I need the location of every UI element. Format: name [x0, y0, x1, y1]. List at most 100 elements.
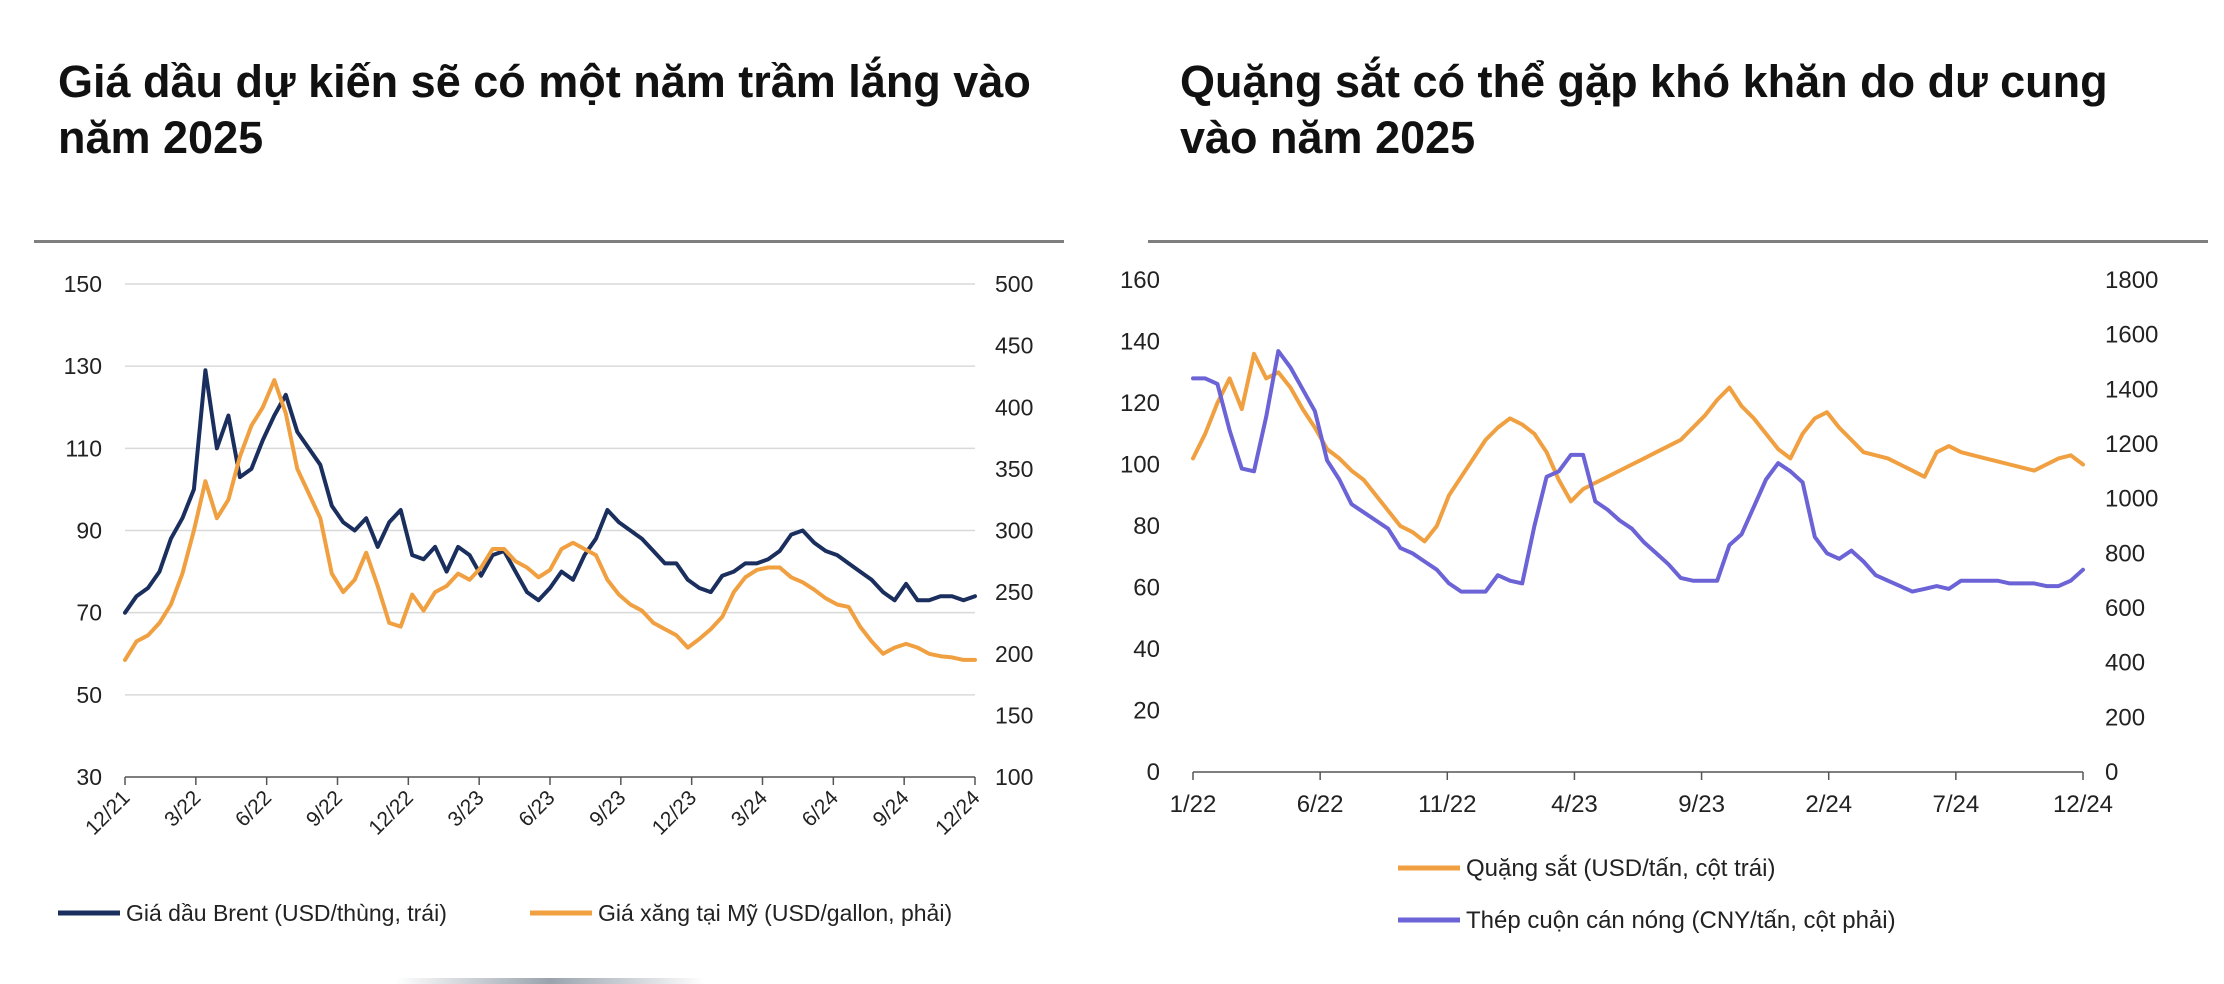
data-point: [1447, 581, 1451, 586]
data-point: [249, 467, 253, 471]
data-point: [1349, 469, 1354, 473]
data-point: [513, 559, 518, 563]
data-point: [387, 520, 391, 524]
data-point: [1874, 453, 1878, 457]
data-point: [1935, 450, 1939, 454]
data-point: [169, 537, 173, 541]
data-point: [1423, 559, 1427, 564]
data-point: [364, 516, 368, 520]
title-divider: [34, 240, 1064, 243]
data-point: [1691, 426, 1695, 430]
data-point: [376, 545, 380, 549]
data-point: [1215, 382, 1219, 386]
y-right-tick-label: 500: [995, 271, 1033, 297]
data-point: [1508, 579, 1512, 583]
x-tick-label: 11/22: [1418, 791, 1476, 818]
data-point: [272, 378, 276, 382]
data-point: [674, 561, 679, 566]
data-point: [238, 475, 242, 479]
y-left-tick-label: 90: [76, 518, 102, 544]
data-point: [778, 565, 782, 570]
data-point: [1959, 579, 1963, 583]
data-point: [1496, 426, 1500, 430]
data-point: [1764, 477, 1768, 482]
data-point: [1642, 456, 1646, 460]
data-point: [1362, 510, 1366, 514]
data-point: [353, 578, 357, 582]
y-left-tick-label: 140: [1120, 329, 1160, 356]
data-point: [157, 570, 162, 574]
data-point: [536, 575, 541, 579]
data-point: [468, 578, 472, 582]
data-point: [916, 646, 920, 650]
data-point: [571, 578, 575, 582]
y-left-tick-label: 30: [76, 764, 102, 790]
data-point: [766, 565, 770, 570]
data-point: [1593, 499, 1597, 503]
data-point: [916, 598, 920, 602]
data-point: [697, 586, 701, 590]
y-left-tick-label: 60: [1133, 575, 1160, 602]
data-point: [697, 637, 701, 641]
data-point: [1203, 432, 1207, 436]
data-point: [468, 553, 472, 557]
data-point: [1605, 508, 1610, 512]
data-point: [1264, 376, 1268, 380]
y-right-tick-label: 1200: [2105, 431, 2158, 458]
data-point: [180, 516, 184, 520]
series-line-1: [1191, 351, 2085, 544]
y-left-tick-label: 70: [76, 600, 102, 626]
x-tick-label: 4/23: [1551, 791, 1598, 818]
data-point: [1410, 551, 1415, 555]
data-point: [445, 584, 449, 588]
data-point: [1240, 467, 1244, 471]
data-point: [847, 605, 851, 609]
data-point: [1496, 573, 1500, 577]
data-point: [893, 598, 897, 602]
data-point: [743, 575, 747, 579]
data-point: [1423, 539, 1427, 544]
data-point: [192, 528, 196, 533]
data-point: [238, 455, 242, 459]
legend-label: Giá xăng tại Mỹ (USD/gallon, phải): [598, 900, 952, 926]
data-point: [226, 498, 230, 502]
data-point: [1484, 438, 1488, 442]
data-point: [1520, 422, 1524, 427]
x-tick-label: 3/23: [444, 786, 489, 831]
data-point: [261, 405, 265, 409]
data-point: [1910, 469, 1914, 473]
data-point: [1459, 590, 1463, 594]
y-right-tick-label: 350: [995, 456, 1033, 482]
data-point: [399, 508, 403, 512]
data-point: [720, 615, 724, 619]
data-point: [1642, 540, 1646, 545]
data-point: [1825, 551, 1829, 555]
data-point: [1825, 410, 1829, 414]
data-point: [1435, 524, 1439, 528]
y-right-tick-label: 1000: [2105, 486, 2158, 513]
data-point: [1849, 549, 1853, 553]
data-point: [1252, 469, 1256, 473]
data-point: [812, 541, 816, 545]
data-point: [226, 413, 230, 418]
data-point: [870, 578, 874, 582]
y-left-tick-label: 0: [1147, 759, 1160, 786]
data-point: [1886, 579, 1890, 583]
data-point: [881, 652, 885, 656]
oil-chart: 30 50 70 90 110 130 150 100 150 200 250 300 350 400 45…: [58, 271, 1033, 926]
data-point: [192, 487, 196, 491]
data-point: [1996, 459, 2000, 463]
data-point: [1276, 349, 1280, 353]
data-point: [1776, 461, 1780, 465]
y-left-tick-label: 100: [1120, 452, 1160, 479]
data-point: [318, 516, 322, 520]
data-point: [1654, 551, 1658, 555]
data-point: [1740, 532, 1744, 536]
x-tick-label: 9/23: [585, 786, 630, 831]
x-tick-label: 3/24: [727, 786, 772, 831]
data-point: [307, 491, 311, 496]
data-point: [295, 467, 299, 471]
data-point: [180, 572, 184, 576]
data-point: [1898, 584, 1902, 588]
data-point: [766, 557, 770, 561]
